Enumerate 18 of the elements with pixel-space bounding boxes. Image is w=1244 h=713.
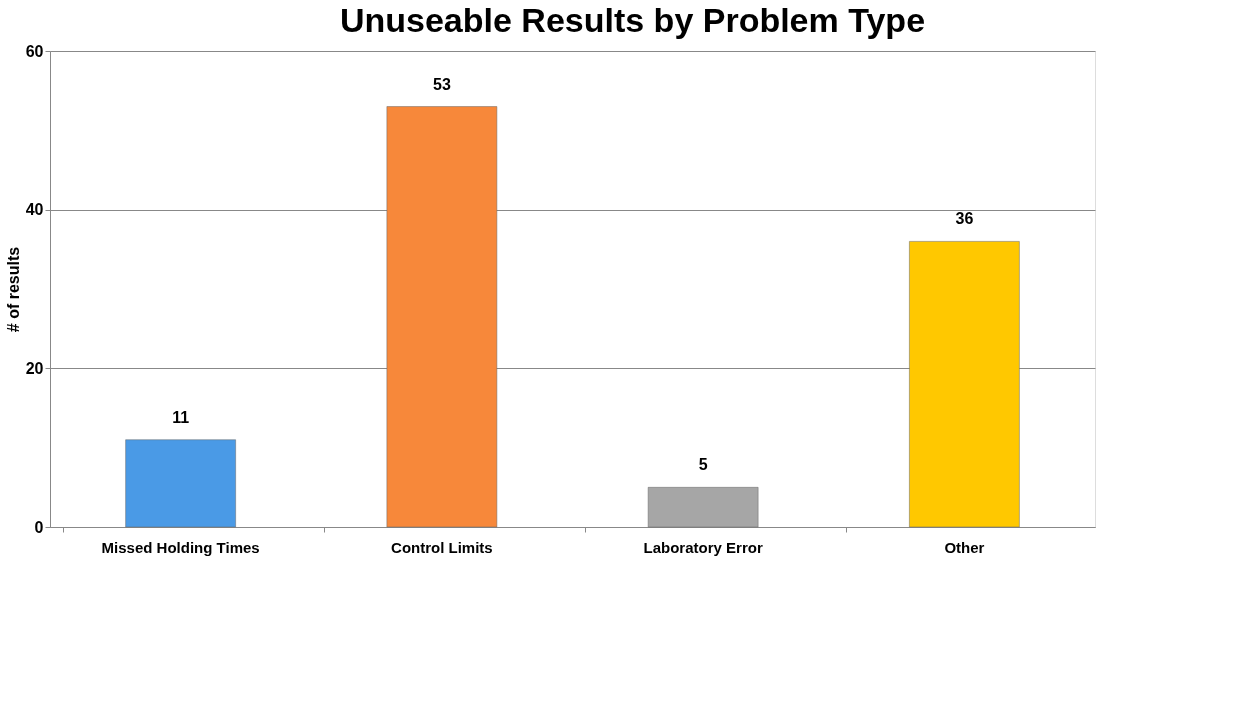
x-tick-label: Missed Holding Times — [101, 538, 260, 556]
chart-title: Unuseable Results by Problem Type — [339, 1, 926, 39]
y-tick-label: 20 — [25, 359, 44, 377]
bar — [386, 106, 498, 528]
data-label: 36 — [955, 210, 974, 228]
y-tick-label: 0 — [34, 518, 44, 536]
x-tick-label: Control Limits — [391, 538, 493, 556]
y-axis-title: # of results — [4, 246, 22, 333]
y-tick-label: 40 — [25, 201, 44, 219]
x-tick-label: Laboratory Error — [643, 538, 763, 556]
y-tick-label: 60 — [25, 42, 44, 60]
data-label: 11 — [172, 408, 190, 426]
bar — [647, 487, 759, 528]
data-label: 53 — [432, 75, 451, 93]
data-label: 5 — [698, 456, 708, 474]
x-tick-label: Other — [944, 538, 985, 556]
bar — [909, 241, 1020, 528]
bar — [125, 439, 236, 528]
